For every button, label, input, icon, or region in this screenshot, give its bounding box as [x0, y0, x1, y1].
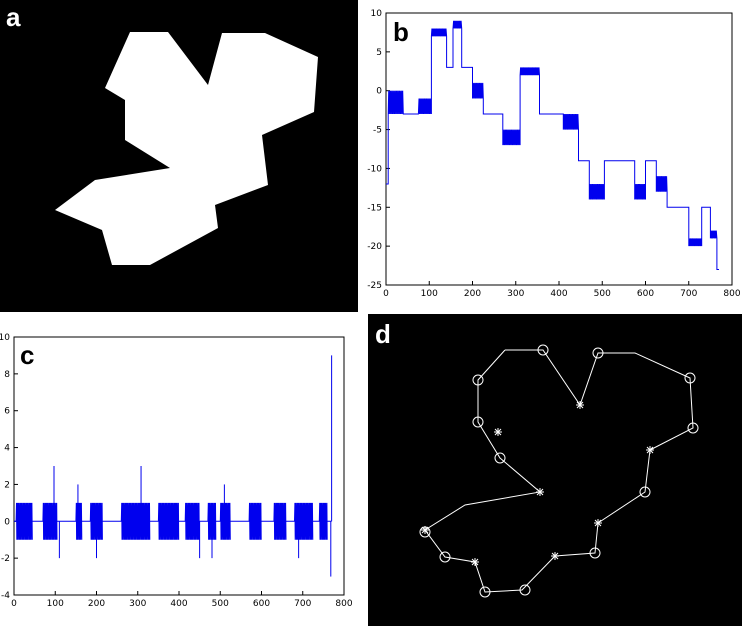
panel-d-circle-marker — [439, 551, 451, 563]
panel-d: d — [368, 314, 742, 626]
c-ytick-label: 6 — [4, 407, 10, 417]
b-ytick-label: 0 — [376, 87, 382, 97]
b-xtick-label: 0 — [383, 289, 389, 299]
panel-d-star-marker — [551, 552, 559, 560]
panel-a-shape — [55, 32, 318, 265]
panel-d-star-marker — [576, 401, 584, 409]
panel-c-burst — [75, 502, 83, 540]
panel-d-circle-marker — [479, 586, 491, 598]
b-xtick-label: 600 — [637, 289, 654, 299]
panel-d-circle-marker — [684, 372, 696, 384]
panel-c-axes — [13, 336, 345, 596]
panel-c-burst — [157, 502, 180, 540]
b-xtick-label: 400 — [550, 289, 567, 299]
panel-a-label: a — [6, 2, 21, 32]
panel-b-series — [386, 20, 719, 270]
b-ytick-label: -15 — [367, 203, 382, 213]
panel-b-yticks: 10 5 0 -5 -10 -15 -20 -25 — [367, 9, 390, 291]
c-xtick-label: 800 — [335, 599, 352, 609]
panel-c-label: c — [20, 340, 34, 370]
panel-d-star-marker — [494, 428, 502, 436]
panel-c-burst — [15, 502, 33, 540]
panel-b-label: b — [393, 17, 409, 47]
panel-c-burst — [219, 502, 231, 540]
b-xtick-label: 300 — [507, 289, 524, 299]
b-ytick-label: -20 — [367, 242, 382, 252]
panel-d-star-marker — [471, 558, 479, 566]
c-xtick-label: 500 — [212, 599, 229, 609]
b-xtick-label: 800 — [723, 289, 740, 299]
panel-c-burst — [248, 502, 262, 540]
panel-d-star-marker — [536, 488, 544, 496]
panel-d-circle-marker — [472, 416, 484, 428]
panel-c-series — [14, 355, 333, 577]
b-ytick-label: -10 — [367, 164, 382, 174]
panel-d-circle-marker — [494, 452, 506, 464]
c-ytick-label: 2 — [4, 480, 10, 490]
panel-c-burst — [273, 502, 287, 540]
panel-c-xticks: 0 100 200 300 400 500 600 700 800 — [11, 591, 353, 609]
panel-c-burst — [42, 502, 58, 540]
b-xtick-label: 200 — [464, 289, 481, 299]
c-xtick-label: 300 — [129, 599, 146, 609]
b-ytick-label: -5 — [373, 126, 382, 136]
panel-b: 0 100 200 300 400 500 600 700 800 10 5 0 -5 -10 -15 -2… — [367, 9, 741, 299]
c-xtick-label: 400 — [170, 599, 187, 609]
c-ytick-label: 10 — [0, 333, 10, 343]
b-ytick-label: -25 — [367, 281, 382, 291]
panel-d-label: d — [375, 319, 391, 349]
panel-d-circle-marker — [519, 584, 531, 596]
panel-d-circle-marker — [472, 374, 484, 386]
b-ytick-label: 10 — [371, 9, 383, 19]
c-ytick-label: -2 — [1, 554, 10, 564]
panel-a: a — [0, 0, 358, 312]
panel-c: 0 100 200 300 400 500 600 700 800 10 8 6 4 2 0 -2 -4 c — [0, 333, 353, 609]
panel-d-star-marker — [594, 519, 602, 527]
panel-d-background — [368, 314, 742, 626]
panel-d-circle-markers — [419, 344, 699, 598]
c-xtick-label: 200 — [88, 599, 105, 609]
panel-c-burst — [120, 502, 151, 540]
c-xtick-label: 0 — [11, 599, 17, 609]
c-ytick-label: -4 — [1, 591, 10, 601]
panel-c-burst — [184, 502, 200, 540]
panel-d-star-marker — [421, 526, 429, 534]
panel-d-circle-marker — [592, 347, 604, 359]
panel-d-star-marker — [646, 446, 654, 454]
panel-d-circle-marker — [537, 344, 549, 356]
c-ytick-label: 0 — [4, 517, 10, 527]
panel-b-axes — [385, 12, 733, 286]
panel-d-circle-marker — [687, 422, 699, 434]
c-ytick-label: 8 — [4, 370, 10, 380]
panel-b-xticks: 0 100 200 300 400 500 600 700 800 — [383, 281, 741, 299]
b-ytick-label: 5 — [376, 48, 382, 58]
panel-b-line — [386, 20, 719, 270]
b-xtick-label: 500 — [594, 289, 611, 299]
c-xtick-label: 700 — [294, 599, 311, 609]
panel-c-burst — [318, 502, 328, 540]
c-xtick-label: 600 — [253, 599, 270, 609]
c-ytick-label: 4 — [4, 444, 10, 454]
panel-d-circle-marker — [589, 547, 601, 559]
c-xtick-label: 100 — [47, 599, 64, 609]
panel-c-burst — [294, 502, 314, 540]
b-xtick-label: 100 — [421, 289, 438, 299]
panel-d-star-markers — [421, 401, 654, 566]
panel-d-circle-marker — [639, 486, 651, 498]
b-xtick-label: 700 — [680, 289, 697, 299]
